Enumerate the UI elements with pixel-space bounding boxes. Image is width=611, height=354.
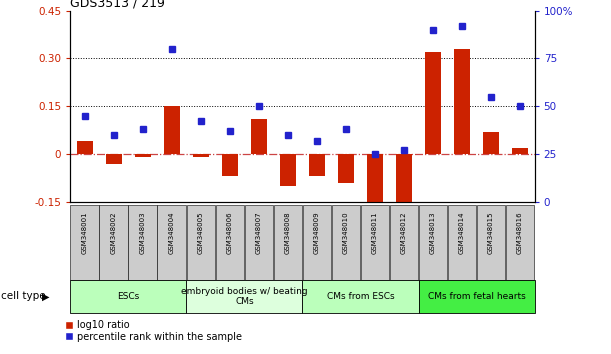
- Bar: [70, 205, 99, 280]
- Bar: [309, 154, 325, 176]
- Bar: [186, 280, 302, 313]
- Text: GSM348001: GSM348001: [82, 211, 88, 254]
- Bar: [483, 132, 499, 154]
- Bar: [360, 205, 389, 280]
- Bar: [332, 205, 360, 280]
- Bar: [70, 280, 186, 313]
- Text: GSM348015: GSM348015: [488, 211, 494, 254]
- Text: GSM348010: GSM348010: [343, 211, 349, 254]
- Bar: [512, 148, 528, 154]
- Bar: [251, 119, 267, 154]
- Text: CMs from ESCs: CMs from ESCs: [327, 292, 394, 301]
- Bar: [477, 205, 505, 280]
- Text: embryoid bodies w/ beating
CMs: embryoid bodies w/ beating CMs: [181, 287, 308, 306]
- Bar: [158, 205, 186, 280]
- Text: GSM348012: GSM348012: [401, 211, 407, 254]
- Bar: [128, 205, 157, 280]
- Bar: [164, 106, 180, 154]
- Bar: [302, 280, 419, 313]
- Text: GSM348002: GSM348002: [111, 211, 117, 254]
- Bar: [396, 154, 412, 215]
- Bar: [390, 205, 419, 280]
- Text: GSM348009: GSM348009: [314, 211, 320, 254]
- Text: GSM348007: GSM348007: [256, 211, 262, 254]
- Bar: [367, 154, 383, 215]
- Bar: [186, 205, 215, 280]
- Bar: [425, 52, 441, 154]
- Bar: [338, 154, 354, 183]
- Text: cell type: cell type: [1, 291, 46, 302]
- Bar: [77, 141, 93, 154]
- Text: GSM348004: GSM348004: [169, 211, 175, 254]
- Text: ESCs: ESCs: [117, 292, 139, 301]
- Text: GSM348006: GSM348006: [227, 211, 233, 254]
- Bar: [193, 154, 209, 157]
- Bar: [419, 280, 535, 313]
- Bar: [506, 205, 535, 280]
- Text: GSM348005: GSM348005: [198, 211, 204, 254]
- Bar: [419, 205, 447, 280]
- Bar: [454, 49, 470, 154]
- Bar: [222, 154, 238, 176]
- Text: GSM348014: GSM348014: [459, 211, 465, 254]
- Bar: [135, 154, 151, 157]
- Text: GSM348016: GSM348016: [517, 211, 523, 254]
- Bar: [302, 205, 331, 280]
- Text: GSM348008: GSM348008: [285, 211, 291, 254]
- Text: GDS3513 / 219: GDS3513 / 219: [70, 0, 165, 10]
- Text: CMs from fetal hearts: CMs from fetal hearts: [428, 292, 525, 301]
- Text: GSM348003: GSM348003: [140, 211, 146, 254]
- Bar: [244, 205, 273, 280]
- Bar: [100, 205, 128, 280]
- Bar: [106, 154, 122, 164]
- Bar: [216, 205, 244, 280]
- Text: GSM348011: GSM348011: [372, 211, 378, 254]
- Bar: [280, 154, 296, 186]
- Text: ▶: ▶: [42, 291, 49, 302]
- Bar: [274, 205, 302, 280]
- Bar: [448, 205, 477, 280]
- Text: GSM348013: GSM348013: [430, 211, 436, 254]
- Legend: log10 ratio, percentile rank within the sample: log10 ratio, percentile rank within the …: [63, 318, 243, 343]
